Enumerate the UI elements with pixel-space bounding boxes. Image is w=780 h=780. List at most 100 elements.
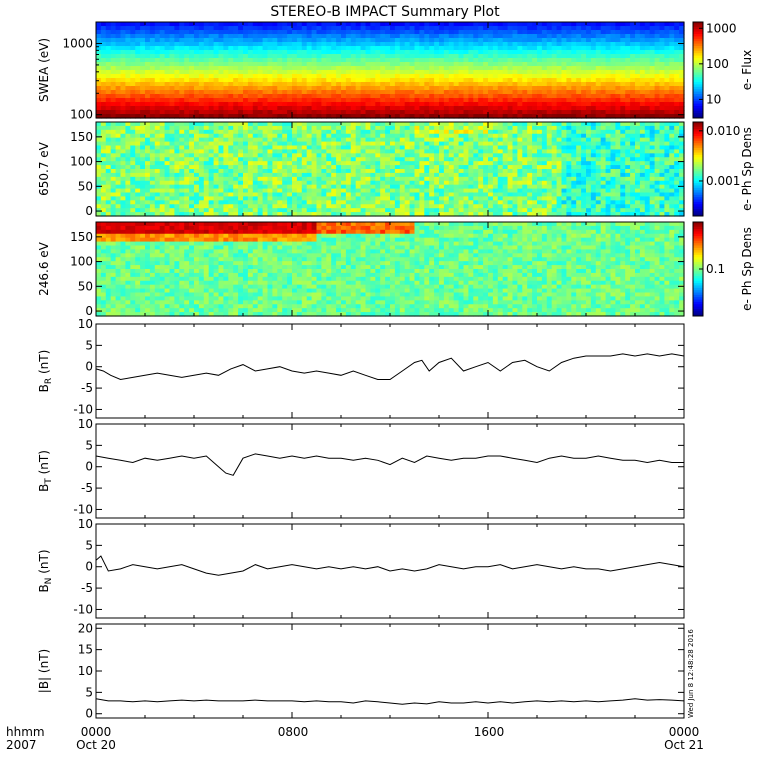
swea-cell bbox=[184, 22, 190, 27]
swea-cell bbox=[375, 94, 381, 99]
pad650-cell bbox=[282, 133, 288, 139]
swea-cell bbox=[404, 90, 411, 95]
pad650-cell bbox=[277, 161, 283, 166]
swea-cell bbox=[468, 74, 474, 79]
pad650-cell bbox=[375, 122, 381, 127]
pad650-cell bbox=[218, 133, 224, 139]
swea-cell bbox=[96, 114, 102, 119]
swea-cell bbox=[306, 46, 313, 51]
swea-cell bbox=[385, 86, 391, 91]
pad650-cell bbox=[355, 180, 362, 186]
swea-cell bbox=[135, 90, 141, 95]
swea-cell bbox=[375, 46, 381, 51]
swea-cell bbox=[419, 62, 425, 67]
pad650-heatmap bbox=[96, 122, 685, 217]
swea-cell bbox=[541, 78, 548, 83]
pad650-cell bbox=[365, 145, 371, 151]
pad650-cell bbox=[203, 129, 210, 135]
swea-cell bbox=[341, 66, 347, 71]
swea-cell bbox=[350, 62, 357, 67]
swea-cell bbox=[409, 46, 416, 51]
swea-cell bbox=[605, 38, 612, 43]
swea-cell bbox=[443, 82, 450, 87]
pad650-cell bbox=[169, 129, 175, 135]
swea-cell bbox=[537, 66, 543, 71]
swea-cell bbox=[149, 110, 156, 115]
swea-cell bbox=[326, 110, 332, 115]
pad650-cell bbox=[198, 180, 205, 186]
swea-cell bbox=[203, 110, 210, 115]
pad650-cell bbox=[453, 200, 460, 205]
swea-cell bbox=[414, 62, 420, 67]
swea-cell bbox=[306, 58, 313, 63]
swea-cell bbox=[409, 38, 416, 43]
swea-cell bbox=[198, 66, 205, 71]
pad650-cell bbox=[458, 165, 465, 170]
swea-cell bbox=[380, 110, 386, 115]
swea-cell bbox=[434, 34, 440, 39]
swea-cell bbox=[654, 82, 661, 87]
swea-cell bbox=[257, 110, 264, 115]
swea-cell bbox=[341, 50, 347, 55]
swea-cell bbox=[576, 114, 582, 119]
pad650-cell bbox=[174, 196, 180, 201]
pad650-cell bbox=[414, 188, 420, 194]
pad650-cell bbox=[478, 180, 484, 186]
swea-cell bbox=[306, 78, 313, 83]
swea-cell bbox=[277, 70, 283, 75]
swea-cell bbox=[140, 22, 146, 27]
pad650-cell bbox=[292, 184, 298, 190]
swea-cell bbox=[292, 30, 298, 35]
pad650-cell bbox=[365, 125, 371, 131]
pad650-cell bbox=[125, 172, 131, 178]
swea-cell bbox=[581, 90, 587, 95]
swea-cell bbox=[590, 54, 597, 59]
pad650-cell bbox=[120, 137, 126, 143]
swea-cell bbox=[233, 78, 239, 83]
swea-cell bbox=[238, 38, 244, 43]
pad650-cell bbox=[287, 196, 293, 201]
swea-cell bbox=[198, 46, 205, 51]
swea-cell bbox=[635, 94, 641, 99]
pad650-cell bbox=[336, 212, 342, 217]
pad650-cell bbox=[247, 180, 254, 186]
swea-cell bbox=[213, 22, 220, 27]
swea-cell bbox=[448, 86, 455, 91]
swea-cell bbox=[448, 82, 455, 87]
pad650-cell bbox=[296, 122, 303, 127]
swea-ylabel: SWEA (eV) bbox=[37, 38, 51, 102]
pad650-cell bbox=[448, 204, 455, 209]
swea-cell bbox=[600, 102, 607, 107]
pad650-cell bbox=[414, 145, 420, 151]
pad650-cell bbox=[502, 184, 509, 190]
pad650-cell bbox=[345, 165, 352, 170]
swea-cell bbox=[566, 110, 572, 115]
swea-cell bbox=[649, 86, 656, 91]
swea-cell bbox=[654, 94, 661, 99]
swea-cell bbox=[360, 110, 367, 115]
pad650-cell bbox=[326, 137, 332, 143]
pad650-cell bbox=[399, 141, 406, 147]
swea-cell bbox=[345, 114, 352, 119]
swea-cell bbox=[556, 74, 563, 79]
pad650-cell bbox=[184, 176, 190, 182]
pad650-cell bbox=[336, 145, 342, 151]
swea-cell bbox=[502, 66, 509, 71]
pad650-cell bbox=[488, 184, 494, 190]
swea-cell bbox=[287, 90, 293, 95]
pad650-cell bbox=[169, 157, 175, 162]
swea-cell bbox=[649, 78, 656, 83]
pad650-cell bbox=[458, 208, 465, 213]
pad650-cell bbox=[483, 176, 489, 182]
pad650-cell bbox=[370, 149, 376, 154]
swea-cell bbox=[453, 90, 460, 95]
pad650-cell bbox=[120, 153, 126, 158]
swea-cell bbox=[198, 34, 205, 39]
pad650-cell bbox=[96, 204, 102, 209]
pad650-cell bbox=[443, 184, 450, 190]
swea-cell bbox=[149, 66, 156, 71]
swea-cell bbox=[115, 46, 122, 51]
pad650-cell bbox=[375, 125, 381, 131]
swea-cell bbox=[654, 42, 661, 47]
swea-cell bbox=[404, 82, 411, 87]
